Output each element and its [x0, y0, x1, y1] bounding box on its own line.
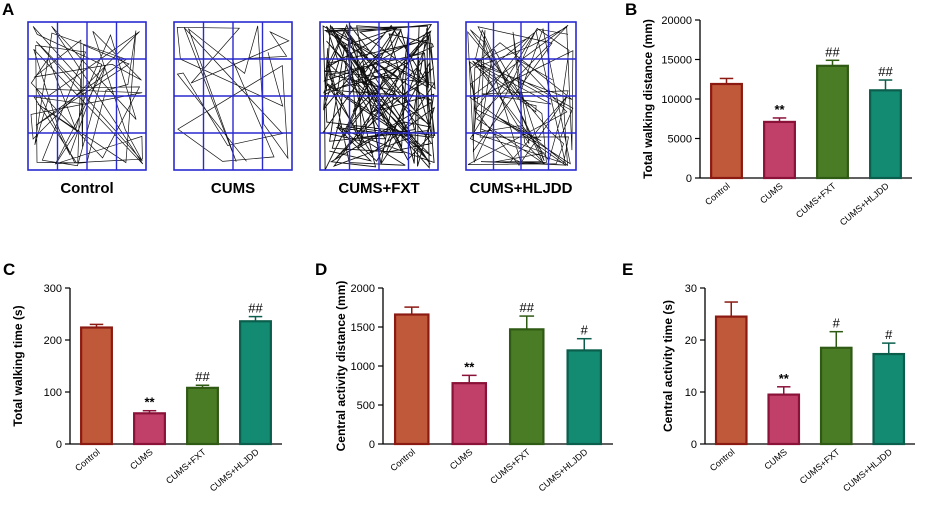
x-category-label-control: Control [73, 447, 102, 473]
track-plot-cums-hljdd: CUMS+HLJDD [465, 21, 577, 197]
y-axis-title: Central activity distance (mm) [334, 281, 348, 452]
bar-control [710, 82, 743, 180]
bar-control [393, 313, 430, 446]
significance-cums-hljdd: ## [248, 301, 263, 316]
y-tick-label: 20000 [661, 15, 692, 27]
bar-cums [133, 412, 166, 446]
trajectory-path [176, 25, 290, 162]
track-plot-control: Control [27, 21, 147, 197]
y-tick-label: 0 [369, 439, 375, 451]
y-tick-label: 100 [44, 387, 62, 399]
y-tick-label: 5000 [668, 134, 692, 146]
x-category-label-cums-fxt: CUMS+FXT [798, 447, 842, 486]
trajectory-path [467, 24, 574, 167]
panel-letter: E [622, 260, 633, 279]
y-tick-label: 300 [44, 283, 62, 295]
bar-cums-fxt [186, 386, 219, 446]
y-axis-title: Total walking distance (mm) [641, 19, 655, 179]
x-category-label-control: Control [703, 181, 732, 207]
significance-cums: ** [779, 371, 790, 386]
y-tick-label: 10000 [661, 94, 692, 106]
y-axis-title: Total walking time (s) [11, 305, 25, 426]
panel-letter: C [3, 260, 15, 279]
bar-control [714, 315, 748, 446]
panel-a-open-field-tracks: A Control CUMS CUMS+FXT CUMS+HLJDD [2, 0, 577, 197]
panel-letter: B [625, 0, 637, 19]
x-category-label-control: Control [388, 447, 417, 473]
y-tick-label: 10 [685, 387, 697, 399]
y-tick-label: 20 [685, 335, 697, 347]
track-label-control: Control [60, 180, 113, 197]
significance-cums: ** [774, 102, 785, 117]
x-category-label-cums-hljdd: CUMS+HLJDD [208, 447, 261, 494]
trajectory-path [30, 25, 144, 167]
significance-cums-fxt: ## [825, 44, 840, 59]
track-label-cums-fxt: CUMS+FXT [338, 180, 419, 197]
significance-cums: ** [144, 395, 155, 410]
x-category-label-cums: CUMS [448, 447, 475, 472]
track-label-cums-hljdd: CUMS+HLJDD [470, 180, 573, 197]
y-tick-label: 0 [56, 439, 62, 451]
bar-cums [767, 393, 801, 446]
y-tick-label: 1000 [351, 361, 375, 373]
x-category-label-cums: CUMS [128, 447, 155, 472]
x-category-label-cums-fxt: CUMS+FXT [488, 447, 532, 486]
trajectory-path [322, 23, 436, 171]
x-category-label-cums: CUMS [758, 181, 785, 206]
bar-cums-hljdd [872, 352, 906, 446]
bar-cums-hljdd [566, 349, 603, 446]
panel-b-walking-distance-chart: B 0 5000 10000 15000 20000 Total walking dista… [625, 0, 912, 228]
significance-cums: ** [464, 359, 475, 374]
bar-cums [451, 382, 488, 446]
y-axis-title: Central activity time (s) [661, 300, 675, 432]
x-category-label-cums-fxt: CUMS+FXT [164, 447, 208, 486]
y-tick-label: 0 [691, 439, 697, 451]
track-plot-cums-fxt: CUMS+FXT [319, 21, 439, 197]
y-tick-label: 1500 [351, 322, 375, 334]
significance-cums-hljdd: # [581, 323, 589, 338]
y-tick-label: 500 [357, 400, 375, 412]
x-category-label-cums-hljdd: CUMS+HLJDD [841, 447, 894, 494]
significance-cums-fxt: # [833, 316, 841, 331]
bar-control [80, 326, 113, 446]
y-tick-label: 15000 [661, 55, 692, 67]
bar-cums [763, 120, 796, 180]
bar-cums-hljdd [239, 320, 272, 446]
panel-a-letter: A [2, 0, 14, 19]
bar-cums-fxt [819, 346, 853, 446]
significance-cums-fxt: ## [195, 369, 210, 384]
y-tick-label: 2000 [351, 283, 375, 295]
bar-cums-fxt [816, 64, 849, 180]
panel-e-central-time-chart: E 0 10 20 30 Central activity time (s) Control… [622, 260, 915, 494]
x-category-label-cums: CUMS [762, 447, 789, 472]
y-tick-label: 0 [686, 173, 692, 185]
x-category-label-control: Control [708, 447, 737, 473]
panel-c-walking-time-chart: C 0 100 200 300 Total walking time (s) Control… [3, 260, 282, 494]
track-plot-cums: CUMS [173, 21, 293, 197]
significance-cums-hljdd: ## [878, 64, 893, 79]
y-tick-label: 30 [685, 283, 697, 295]
x-category-label-cums-hljdd: CUMS+HLJDD [838, 181, 891, 228]
significance-cums-hljdd: # [885, 327, 893, 342]
bar-cums-fxt [508, 328, 545, 446]
y-tick-label: 200 [44, 335, 62, 347]
x-category-label-cums-hljdd: CUMS+HLJDD [537, 447, 590, 494]
bar-cums-hljdd [869, 89, 902, 180]
track-label-cums: CUMS [211, 180, 255, 197]
significance-cums-fxt: ## [520, 300, 535, 315]
panel-letter: D [315, 260, 327, 279]
x-category-label-cums-fxt: CUMS+FXT [794, 181, 838, 220]
